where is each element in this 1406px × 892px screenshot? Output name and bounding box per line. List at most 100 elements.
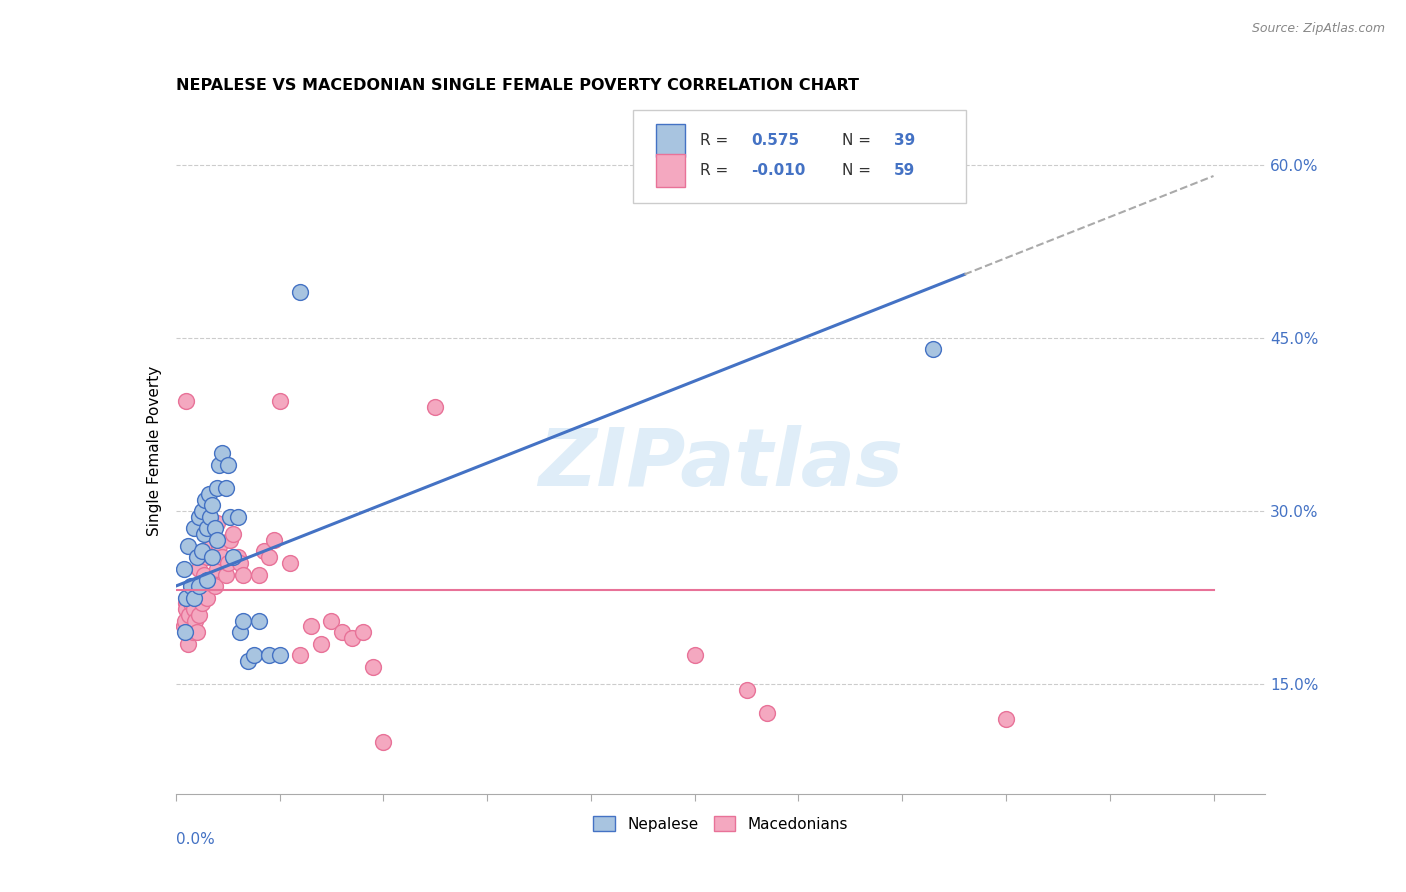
Point [180, 579, 202, 593]
Point [756, 706, 779, 720]
Point [193, 527, 215, 541]
Point [193, 567, 215, 582]
Point [207, 516, 229, 530]
Point [177, 625, 200, 640]
Point [208, 539, 231, 553]
Point [174, 614, 197, 628]
Text: -0.010: -0.010 [751, 163, 806, 178]
Point [183, 521, 205, 535]
Text: ZIPatlas: ZIPatlas [538, 425, 903, 503]
Point [180, 596, 202, 610]
Point [183, 591, 205, 605]
Point [290, 648, 312, 663]
Text: R =: R = [700, 163, 728, 178]
Point [222, 527, 245, 541]
Point [183, 625, 205, 640]
Point [186, 625, 208, 640]
Point [174, 625, 197, 640]
Point [194, 492, 217, 507]
Point [174, 394, 197, 409]
Point [198, 487, 221, 501]
Point [340, 631, 363, 645]
Point [195, 574, 218, 588]
Point [186, 550, 208, 565]
Point [190, 596, 212, 610]
Point [290, 285, 312, 299]
Text: NEPALESE VS MACEDONIAN SINGLE FEMALE POVERTY CORRELATION CHART: NEPALESE VS MACEDONIAN SINGLE FEMALE POV… [176, 78, 859, 94]
Text: R =: R = [700, 133, 728, 148]
Y-axis label: Single Female Poverty: Single Female Poverty [146, 366, 162, 535]
Point [361, 660, 384, 674]
Point [177, 539, 200, 553]
Point [174, 602, 197, 616]
Text: 0.0%: 0.0% [176, 831, 215, 847]
Point [177, 637, 200, 651]
Point [187, 509, 209, 524]
Point [204, 521, 226, 535]
Point [232, 614, 254, 628]
Point [229, 625, 252, 640]
Point [321, 614, 343, 628]
Point [269, 394, 291, 409]
Point [253, 544, 276, 558]
Point [425, 400, 447, 414]
Point [299, 619, 322, 633]
Point [190, 544, 212, 558]
Point [330, 625, 353, 640]
Point [187, 607, 209, 622]
Point [214, 481, 236, 495]
Point [994, 712, 1017, 726]
Point [173, 619, 195, 633]
Point [263, 533, 285, 547]
Point [247, 567, 270, 582]
Point [201, 539, 224, 553]
Point [186, 585, 208, 599]
Point [198, 574, 221, 588]
Point [187, 579, 209, 593]
Point [309, 637, 332, 651]
Point [207, 533, 229, 547]
FancyBboxPatch shape [633, 111, 966, 203]
Point [174, 596, 197, 610]
Text: N =: N = [842, 163, 870, 178]
Point [257, 648, 280, 663]
Point [278, 556, 301, 570]
Point [269, 648, 291, 663]
Legend: Nepalese, Macedonians: Nepalese, Macedonians [588, 810, 853, 838]
Point [247, 614, 270, 628]
Point [180, 585, 202, 599]
Point [217, 556, 239, 570]
Text: 39: 39 [894, 133, 915, 148]
Point [257, 550, 280, 565]
Point [735, 683, 758, 698]
Point [201, 574, 224, 588]
Point [226, 509, 249, 524]
Point [184, 614, 207, 628]
Point [194, 579, 217, 593]
Point [201, 550, 224, 565]
Point [218, 509, 240, 524]
Point [211, 446, 233, 460]
Point [207, 562, 229, 576]
Point [195, 591, 218, 605]
Point [190, 504, 212, 518]
Point [183, 602, 205, 616]
Point [174, 591, 197, 605]
Point [232, 567, 254, 582]
Point [229, 556, 252, 570]
Point [198, 509, 221, 524]
Text: Source: ZipAtlas.com: Source: ZipAtlas.com [1251, 22, 1385, 36]
Point [179, 607, 201, 622]
Point [190, 585, 212, 599]
Point [352, 625, 374, 640]
Point [173, 562, 195, 576]
FancyBboxPatch shape [657, 154, 685, 187]
Point [217, 458, 239, 472]
Text: 0.575: 0.575 [751, 133, 799, 148]
Point [198, 544, 221, 558]
Point [222, 550, 245, 565]
Point [204, 579, 226, 593]
Point [207, 481, 229, 495]
Point [922, 343, 945, 357]
Point [683, 648, 706, 663]
